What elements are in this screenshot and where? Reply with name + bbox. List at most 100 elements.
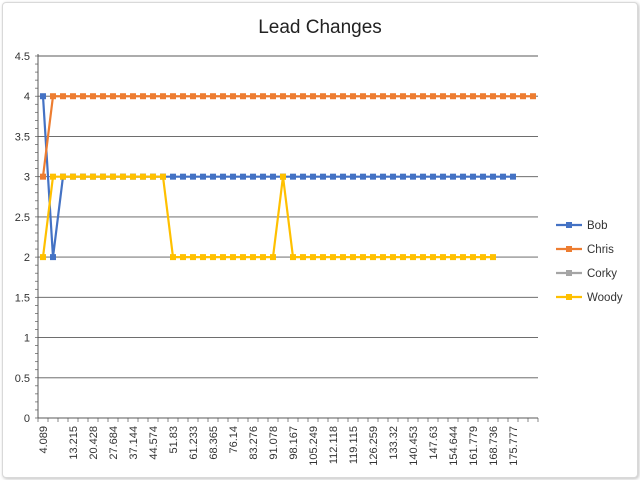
x-tick-label: 154.644 xyxy=(448,426,460,466)
x-tick-label: 4.089 xyxy=(38,426,50,454)
data-point-woody xyxy=(310,254,316,261)
data-point-bob xyxy=(230,173,236,180)
x-tick-label: 126.259 xyxy=(368,426,380,466)
data-point-woody xyxy=(390,254,396,261)
data-point-chris xyxy=(410,93,416,100)
legend-marker-woody xyxy=(566,294,572,300)
x-tick-label: 133.32 xyxy=(388,426,400,460)
legend-marker-chris xyxy=(566,246,572,252)
data-point-woody xyxy=(50,173,56,180)
data-point-chris xyxy=(230,93,236,100)
data-point-bob xyxy=(250,173,256,180)
data-point-woody xyxy=(160,173,166,180)
data-point-chris xyxy=(220,93,226,100)
data-point-woody xyxy=(110,173,116,180)
data-point-bob xyxy=(310,173,316,180)
data-point-woody xyxy=(170,254,176,261)
y-tick-labels: 0 0.5 1 1.5 2 2.5 3 3.5 4 4.5 xyxy=(15,51,30,425)
data-point-chris xyxy=(180,93,186,100)
data-point-chris xyxy=(200,93,206,100)
data-point-chris xyxy=(160,93,166,100)
data-point-woody xyxy=(410,254,416,261)
data-point-chris xyxy=(470,93,476,100)
legend-label-bob: Bob xyxy=(587,220,607,232)
data-point-woody xyxy=(480,254,486,261)
data-point-chris xyxy=(290,93,296,100)
data-point-woody xyxy=(490,254,496,261)
data-point-bob xyxy=(370,173,376,180)
data-point-bob xyxy=(260,173,266,180)
x-tick-label: 27.684 xyxy=(108,426,120,460)
data-point-bob xyxy=(480,173,486,180)
data-point-woody xyxy=(240,254,246,261)
data-point-chris xyxy=(320,93,326,100)
data-point-bob xyxy=(170,173,176,180)
x-tick-label: 68.365 xyxy=(208,426,220,460)
y-tick-label: 0.5 xyxy=(15,373,30,385)
y-tick-label: 0 xyxy=(24,413,30,425)
data-point-woody xyxy=(450,254,456,261)
data-point-chris xyxy=(60,93,66,100)
data-point-woody xyxy=(140,173,146,180)
data-point-woody xyxy=(470,254,476,261)
data-point-chris xyxy=(300,93,306,100)
data-point-chris xyxy=(430,93,436,100)
data-point-chris xyxy=(340,93,346,100)
data-point-woody xyxy=(60,173,66,180)
data-point-bob xyxy=(390,173,396,180)
x-tick-label: 168.736 xyxy=(488,426,500,466)
data-point-chris xyxy=(150,93,156,100)
data-point-chris xyxy=(350,93,356,100)
data-point-woody xyxy=(270,254,276,261)
data-point-chris xyxy=(170,93,176,100)
data-point-bob xyxy=(180,173,186,180)
chart-title: Lead Changes xyxy=(258,17,382,38)
data-point-chris xyxy=(420,93,426,100)
data-point-chris xyxy=(40,173,46,180)
x-tick-label: 147.63 xyxy=(428,426,440,460)
data-point-chris xyxy=(390,93,396,100)
data-point-chris xyxy=(450,93,456,100)
y-tick-label: 4.5 xyxy=(15,51,30,63)
data-point-chris xyxy=(90,93,96,100)
legend: Bob Chris Corky Woody xyxy=(556,220,623,304)
data-point-woody xyxy=(220,254,226,261)
data-point-woody xyxy=(100,173,106,180)
y-tick-label: 2 xyxy=(24,252,30,264)
x-tick-label: 76.14 xyxy=(228,426,240,454)
data-point-woody xyxy=(380,254,386,261)
data-point-chris xyxy=(190,93,196,100)
x-tick-label: 61.233 xyxy=(188,426,200,460)
x-tick-label: 112.118 xyxy=(328,426,340,464)
data-point-chris xyxy=(110,93,116,100)
data-point-chris xyxy=(130,93,136,100)
data-point-woody xyxy=(190,254,196,261)
data-point-bob xyxy=(200,173,206,180)
data-point-woody xyxy=(150,173,156,180)
data-point-woody xyxy=(360,254,366,261)
data-point-bob xyxy=(300,173,306,180)
data-point-bob xyxy=(510,173,516,180)
data-point-chris xyxy=(80,93,86,100)
data-point-chris xyxy=(520,93,526,100)
data-point-chris xyxy=(270,93,276,100)
data-point-bob xyxy=(490,173,496,180)
data-point-chris xyxy=(310,93,316,100)
data-point-chris xyxy=(530,93,536,100)
data-point-bob xyxy=(270,173,276,180)
data-point-woody xyxy=(370,254,376,261)
legend-marker-corky xyxy=(566,270,572,276)
data-point-woody xyxy=(290,254,296,261)
data-point-woody xyxy=(340,254,346,261)
data-point-chris xyxy=(500,93,506,100)
data-point-bob xyxy=(320,173,326,180)
data-point-chris xyxy=(460,93,466,100)
data-point-bob xyxy=(430,173,436,180)
data-point-chris xyxy=(490,93,496,100)
data-point-bob xyxy=(240,173,246,180)
y-tick-label: 3 xyxy=(24,172,30,184)
series-line-woody xyxy=(41,175,493,259)
data-point-bob xyxy=(380,173,386,180)
y-tick-label: 1.5 xyxy=(15,292,30,304)
